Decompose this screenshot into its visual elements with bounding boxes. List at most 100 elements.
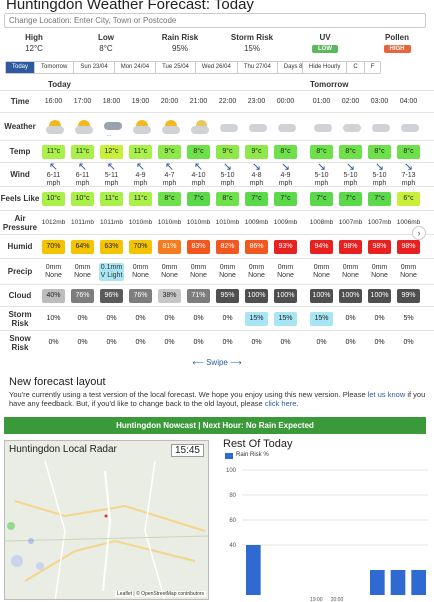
- storm-cell: 0%: [69, 307, 96, 331]
- humid-cell: 98%: [337, 235, 364, 259]
- radar-map[interactable]: Huntingdon Local Radar 15:45 Leaflet | ©…: [4, 440, 209, 600]
- wind-cell: ↘ 5-10 mph: [366, 162, 393, 188]
- rain-risk-bar[interactable]: [411, 570, 426, 595]
- precip-value: 0mm None: [45, 264, 62, 279]
- weather-cell: [308, 113, 335, 141]
- summary-uv: UV LOW: [308, 33, 342, 53]
- weather-cell: ∙∙∙: [98, 113, 125, 141]
- wind-speed: 6-11: [75, 172, 90, 179]
- pressure-cell: 1010mb: [127, 211, 154, 235]
- precip-value: 0mm None: [371, 264, 388, 279]
- cloud-cell: 100%: [337, 285, 364, 307]
- pressure-value: 1009mb: [244, 219, 269, 226]
- tab-sun[interactable]: Sun 23/04: [74, 62, 115, 73]
- humid-value: 86%: [245, 240, 268, 254]
- legend-label[interactable]: Rain Risk %: [236, 452, 269, 458]
- precip-value: 0mm None: [277, 264, 294, 279]
- storm-cell: 10%: [40, 307, 67, 331]
- rain-risk-bar[interactable]: [246, 545, 261, 595]
- rain-risk-bar[interactable]: [370, 570, 385, 595]
- temp-cell: 11°c: [127, 141, 154, 163]
- storm-cell: 15%: [308, 307, 335, 331]
- feedback-link[interactable]: let us know: [367, 390, 406, 399]
- cloud-value: 95%: [216, 289, 239, 303]
- time-cell: 16:00: [40, 91, 67, 113]
- precip-value: 0mm None: [190, 264, 207, 279]
- cloud-icon: [311, 119, 333, 135]
- weather-cell: [395, 113, 422, 141]
- pressure-value: 1010mb: [215, 219, 240, 226]
- hour-label: 02:00: [341, 98, 360, 105]
- wind-cell: ↘ 7-13 mph: [395, 162, 422, 188]
- cloud-cell: 100%: [366, 285, 393, 307]
- temp-value: 8°c: [397, 145, 420, 159]
- tab-mon[interactable]: Mon 24/04: [114, 62, 157, 73]
- feels-cell: 6°c: [395, 187, 422, 211]
- precip-value: 0mm None: [248, 264, 265, 279]
- pressure-cell: 1012mb: [40, 211, 67, 235]
- wind-speed: 5-10: [343, 172, 358, 179]
- tab-tue[interactable]: Tue 25/04: [156, 62, 196, 73]
- storm-value: 0%: [164, 315, 175, 322]
- humid-cell: 83%: [185, 235, 212, 259]
- pressure-cell: 1011mb: [98, 211, 125, 235]
- feels-cell: 8°c: [214, 187, 241, 211]
- fahrenheit-button[interactable]: F: [364, 62, 381, 73]
- feels-value: 7°c: [339, 192, 362, 206]
- summary-storm-risk: Storm Risk 15%: [230, 33, 274, 53]
- cloud-cell: 95%: [214, 285, 241, 307]
- precip-cell: 0mm None: [127, 259, 154, 285]
- wind-direction-icon: ↘: [345, 161, 356, 173]
- wind-cell: ↖ 6-11 mph: [69, 162, 96, 188]
- cloud-value: 76%: [129, 289, 152, 303]
- storm-value: 0%: [77, 315, 88, 322]
- pressure-cell: 1010mb: [214, 211, 241, 235]
- summary-low: Low 8°C: [98, 33, 114, 53]
- pressure-value: 1008mb: [309, 219, 334, 226]
- radar-time: 15:45: [170, 444, 204, 457]
- cloud-value: 96%: [100, 289, 123, 303]
- tab-thu[interactable]: Thu 27/04: [237, 62, 278, 73]
- pressure-cell: 1006mb: [395, 211, 422, 235]
- snow-value: 0%: [48, 339, 59, 346]
- location-search-input[interactable]: [4, 13, 426, 28]
- sun-cloud-icon: [43, 119, 65, 135]
- celsius-button[interactable]: C: [347, 62, 365, 73]
- y-tick-label: 60: [229, 518, 236, 524]
- old-layout-link[interactable]: click here: [264, 399, 297, 408]
- feels-cell: 10°c: [69, 187, 96, 211]
- time-cell: 01:00: [308, 91, 335, 113]
- pressure-cell: 1007mb: [337, 211, 364, 235]
- precip-cell: 0mm None: [156, 259, 183, 285]
- cloud-value: 40%: [42, 289, 65, 303]
- cloud-cell: 38%: [156, 285, 183, 307]
- tab-wed[interactable]: Wed 26/04: [195, 62, 238, 73]
- snow-value: 0%: [193, 339, 204, 346]
- y-tick-label: 40: [229, 543, 236, 549]
- weather-cell: [214, 113, 241, 141]
- cloud-icon: [398, 119, 420, 135]
- hour-label: 21:00: [189, 98, 208, 105]
- summary-high: High 12°C: [25, 33, 43, 53]
- humid-cell: 86%: [243, 235, 270, 259]
- sun-cloud-icon: [72, 119, 94, 135]
- wind-cell: ↖ 4-9 mph: [127, 162, 154, 188]
- tab-today[interactable]: Today: [6, 62, 36, 73]
- feels-cell: 7°c: [366, 187, 393, 211]
- tab-tomorrow[interactable]: Tomorrow: [35, 62, 75, 73]
- wind-cell: ↖ 4-7 mph: [156, 162, 183, 188]
- wind-unit: mph: [162, 180, 177, 187]
- feels-value: 6°c: [397, 192, 420, 206]
- scroll-right-button[interactable]: ›: [412, 226, 426, 240]
- pollen-badge: HIGH: [383, 45, 411, 53]
- feels-value: 8°c: [158, 192, 181, 206]
- temp-cell: 8°c: [272, 141, 299, 163]
- pressure-value: 1010mb: [157, 219, 182, 226]
- rain-risk-bar[interactable]: [390, 570, 406, 595]
- tab-days-8-14[interactable]: Days 8-14: [277, 62, 318, 73]
- hide-hourly-button[interactable]: Hide Hourly: [303, 62, 348, 73]
- humid-value: 93%: [274, 240, 297, 254]
- precip-value: 0mm None: [219, 264, 236, 279]
- feels-value: 7°c: [368, 192, 391, 206]
- row-label-precip: Precip: [7, 267, 33, 276]
